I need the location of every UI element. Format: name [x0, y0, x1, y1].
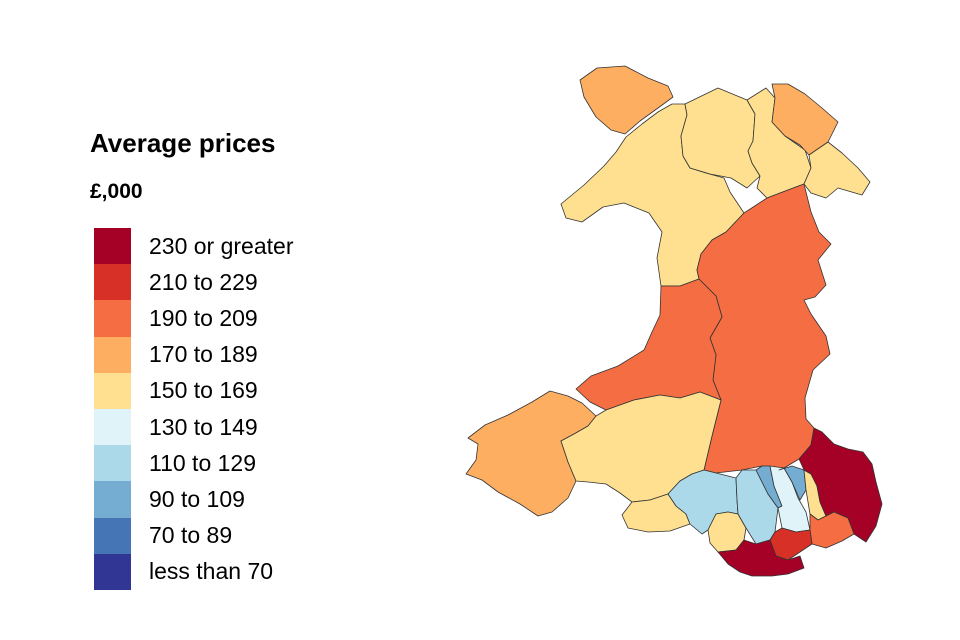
legend-item: 210 to 229: [94, 264, 293, 301]
legend-label: 210 to 229: [149, 268, 258, 295]
legend-item: less than 70: [94, 553, 293, 590]
region-monmouthshire[interactable]: [798, 427, 883, 543]
legend-swatch: [94, 553, 131, 590]
region-ceredigion[interactable]: [575, 278, 723, 411]
legend-swatch: [94, 408, 131, 446]
region-anglesey[interactable]: [579, 65, 674, 135]
legend-item: 230 or greater: [94, 228, 294, 265]
legend: 230 or greater 210 to 229 190 to 209 170…: [94, 228, 293, 590]
legend-swatch: [94, 300, 131, 337]
legend-item: 190 to 209: [94, 300, 293, 337]
legend-item: 70 to 89: [94, 517, 293, 554]
legend-label: 110 to 129: [149, 449, 257, 476]
legend-item: 110 to 129: [94, 445, 293, 482]
region-wrexham[interactable]: [803, 141, 871, 199]
legend-unit: £,000: [90, 180, 143, 203]
region-cardiff[interactable]: [769, 527, 813, 561]
legend-swatch: [94, 264, 131, 301]
legend-label: 170 to 189: [149, 341, 258, 368]
legend-item: 130 to 149: [94, 408, 293, 446]
legend-item: 90 to 109: [94, 481, 293, 518]
region-newport[interactable]: [809, 511, 855, 549]
legend-item: 170 to 189: [94, 336, 293, 373]
legend-swatch: [94, 336, 131, 373]
region-blaenau-gwent[interactable]: [778, 465, 807, 501]
legend-label: 150 to 169: [149, 377, 258, 404]
legend-swatch: [94, 517, 131, 554]
legend-swatch: [94, 372, 131, 409]
legend-swatch: [94, 228, 131, 265]
legend-label: 190 to 209: [149, 304, 258, 331]
legend-label: 130 to 149: [149, 413, 258, 440]
legend-title: Average prices: [90, 128, 276, 158]
legend-item: 150 to 169: [94, 372, 293, 409]
legend-label: 90 to 109: [149, 485, 245, 512]
legend-label: 230 or greater: [149, 232, 294, 259]
legend-swatch: [94, 445, 131, 482]
legend-swatch: [94, 481, 131, 518]
region-vale-of-glamorgan[interactable]: [717, 539, 805, 577]
legend-label: 70 to 89: [149, 522, 233, 549]
legend-label: less than 70: [149, 558, 274, 585]
